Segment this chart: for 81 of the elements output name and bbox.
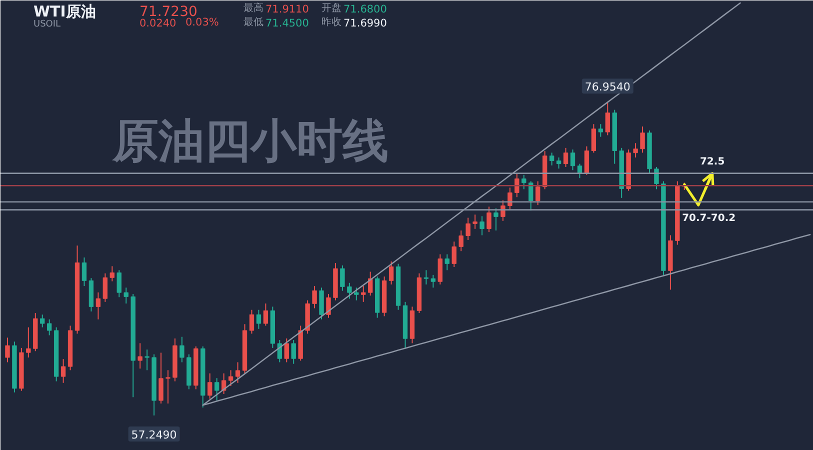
text: 0.03% [186,16,219,28]
candlestick [563,147,568,168]
candlestick [40,314,45,328]
chart-title: WTI原油 [34,2,96,20]
candlestick [500,200,506,222]
candlestick [256,309,262,330]
text: 昨收 [322,16,342,28]
candlestick [116,270,122,298]
candlestick [605,102,610,136]
candlestick [249,309,254,334]
candlestick [180,336,184,363]
candlestick [591,124,596,154]
candlestick [494,208,498,231]
annotation: 57.2490 [131,428,177,442]
candlestick [124,287,128,304]
candlestick [208,372,212,400]
candlestick [110,266,114,282]
candlestick [486,206,492,233]
candlestick [102,272,108,302]
candlestick [228,370,234,387]
text: 0.0240 [140,18,176,30]
text: 71.6800 [344,4,387,16]
candlestick [166,370,170,404]
candlestick [452,241,456,268]
candlestick [340,264,345,292]
candlestick [277,340,282,363]
candlestick [458,230,464,252]
candlestick [312,286,317,309]
candlestick [424,270,429,285]
candlestick [438,254,442,285]
candlestick [577,163,582,179]
candlestick [291,340,296,364]
candlestick [326,293,331,318]
candlestick [361,286,366,302]
candlestick [556,156,562,170]
candlestick [47,318,52,336]
candlestick [466,217,470,240]
candlestick [522,174,526,190]
candlestick [158,352,164,404]
candlestick [598,124,603,138]
candlestick [368,271,373,296]
candlestick [528,180,534,212]
candlestick [319,287,324,320]
annotation: 76.9540 [584,80,630,94]
text: 71.9110 [266,4,309,16]
candlestick [235,362,240,384]
candlestick [640,126,645,154]
candlestick [514,172,520,198]
candlestick [347,282,352,300]
candlestick [536,180,540,206]
candlestick [480,216,484,236]
candlestick [263,303,268,326]
chart-subtitle: USOIL [34,20,61,30]
candlestick [633,142,638,158]
candlestick [549,152,554,166]
candlestick [26,326,31,358]
annotation: 70.7-70.2 [682,212,736,224]
candlestick [96,292,101,320]
text: 最高 [244,2,264,14]
candlestick [138,342,142,370]
candlestick [284,338,289,363]
candlestick [472,214,478,230]
candlestick [60,358,66,384]
candlestick [388,260,394,285]
candlestick [654,166,659,190]
candlestick [144,349,150,371]
annotation: 原油四小时线 [112,114,388,168]
candlestick [354,287,359,301]
candlestick [444,254,450,271]
candlestick [82,256,87,287]
candlestick [430,274,436,288]
ref-line-label: 72.5 [700,156,725,168]
text: 开盘 [322,2,342,14]
text: 71.4500 [266,18,309,30]
candlestick [508,187,512,210]
candlestick [570,149,576,171]
text: 71.6990 [344,18,387,30]
candlestick [584,146,590,176]
candlestick [5,337,10,363]
text: 最低 [244,17,264,28]
candlestick [214,378,220,401]
